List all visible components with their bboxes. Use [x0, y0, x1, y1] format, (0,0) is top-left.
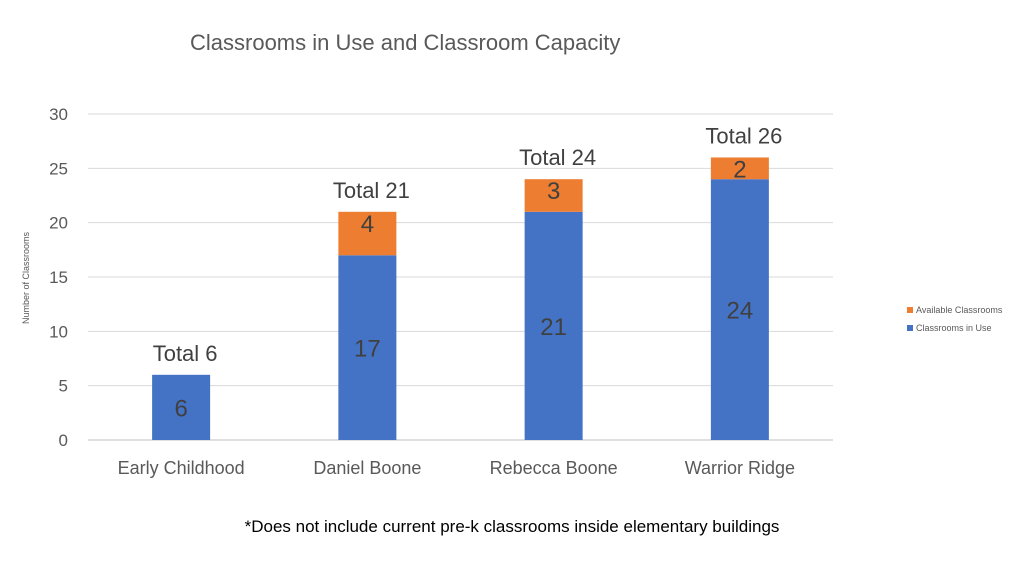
- y-tick-label: 30: [49, 105, 68, 124]
- data-label-available: 4: [361, 211, 374, 238]
- footnote: *Does not include current pre-k classroo…: [244, 517, 780, 536]
- bar-available: [524, 179, 583, 212]
- legend-swatch-in-use: [907, 325, 913, 331]
- y-tick-label: 20: [49, 214, 68, 233]
- bar-in-use: [338, 255, 397, 440]
- chart-title: Classrooms in Use and Classroom Capacity: [190, 30, 621, 55]
- bar-in-use: [152, 374, 211, 440]
- x-category-label: Daniel Boone: [313, 458, 421, 478]
- total-label: Total 6: [153, 341, 218, 366]
- data-label-in-use: 21: [540, 314, 567, 341]
- legend-label-available: Available Classrooms: [916, 305, 1003, 315]
- bar-available: [338, 211, 397, 256]
- bar-in-use: [710, 179, 769, 440]
- legend-label-in-use: Classrooms in Use: [916, 323, 992, 333]
- data-label-available: 2: [733, 156, 746, 183]
- data-label-in-use: 17: [354, 336, 381, 363]
- legend-item-in-use: Classrooms in Use: [907, 319, 1002, 337]
- legend-item-available: Available Classrooms: [907, 301, 1002, 319]
- total-label: Total 24: [519, 145, 596, 170]
- bar-in-use: [524, 211, 583, 440]
- y-tick-label: 15: [49, 268, 68, 287]
- y-tick-label: 0: [59, 431, 68, 450]
- y-axis-label: Number of Classrooms: [21, 231, 31, 324]
- legend-swatch-available: [907, 307, 913, 313]
- total-label: Total 21: [333, 178, 410, 203]
- y-tick-label: 10: [49, 322, 68, 341]
- y-tick-label: 25: [49, 159, 68, 178]
- data-label-in-use: 6: [174, 395, 187, 422]
- data-label-in-use: 24: [727, 298, 754, 325]
- x-category-label: Rebecca Boone: [490, 458, 618, 478]
- data-label-available: 3: [547, 178, 560, 205]
- x-category-label: Early Childhood: [118, 458, 245, 478]
- y-tick-label: 5: [59, 377, 68, 396]
- bar-available: [710, 157, 769, 180]
- total-label: Total 26: [705, 123, 782, 148]
- legend: Available Classrooms Classrooms in Use: [907, 301, 1002, 337]
- x-category-label: Warrior Ridge: [685, 458, 795, 478]
